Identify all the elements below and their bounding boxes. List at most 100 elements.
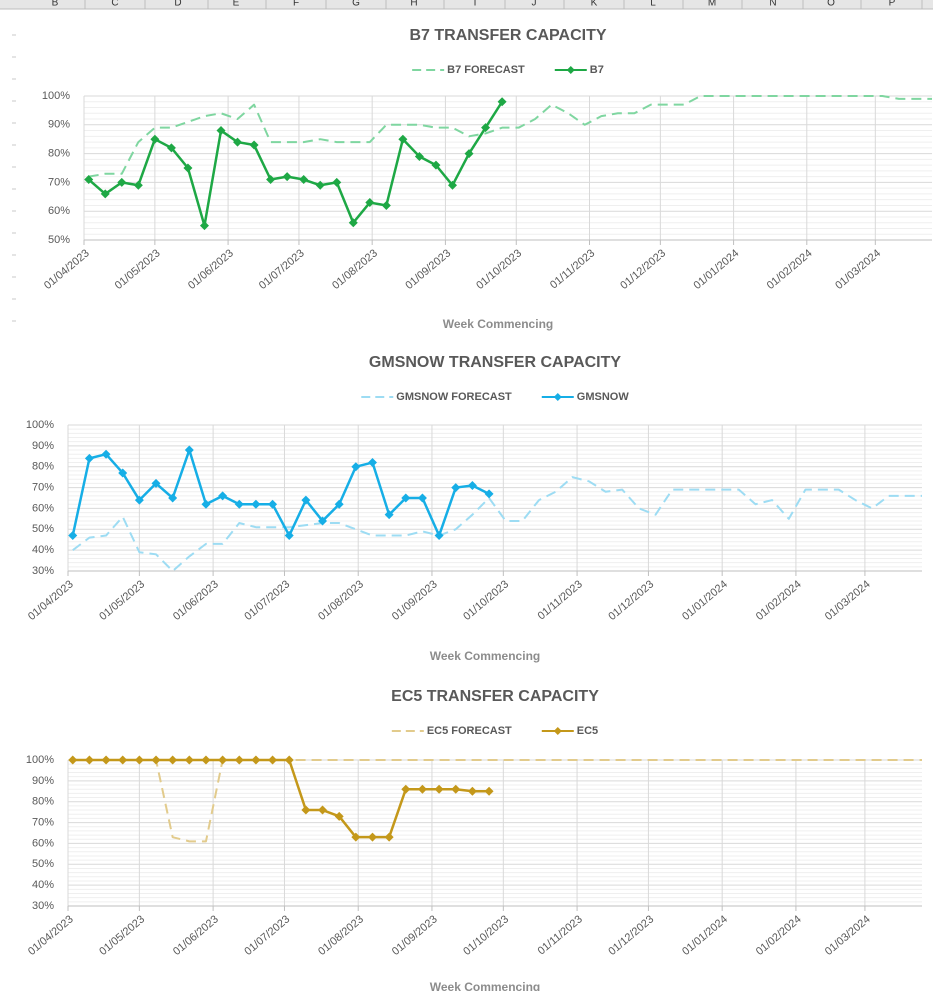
y-tick-label: 100% (26, 754, 54, 766)
column-letter: K (591, 0, 598, 9)
y-tick-label: 70% (48, 176, 70, 188)
chart-title: EC5 TRANSFER CAPACITY (391, 688, 599, 705)
x-tick-label: 01/01/2024 (680, 913, 730, 958)
y-tick-label: 30% (32, 900, 54, 912)
data-point (447, 180, 457, 190)
series-line (88, 95, 932, 178)
column-header-bar (0, 0, 933, 9)
data-point (133, 180, 143, 190)
x-tick-label: 01/03/2024 (823, 578, 873, 623)
data-point (234, 755, 244, 765)
legend-label: EC5 (577, 725, 598, 737)
data-point (284, 755, 294, 765)
data-point (301, 805, 311, 815)
x-tick-label: 01/08/2023 (316, 913, 366, 958)
x-axis-title: Week Commencing (443, 317, 553, 331)
y-tick-label: 80% (32, 461, 54, 473)
x-tick-label: 01/07/2023 (257, 247, 307, 292)
x-tick-label: 01/09/2023 (390, 578, 440, 623)
data-point (68, 755, 78, 765)
column-letter: O (827, 0, 835, 9)
data-point (218, 491, 228, 501)
data-point (84, 755, 94, 765)
legend-label: B7 FORECAST (447, 64, 525, 76)
data-point (431, 160, 441, 170)
data-point (384, 510, 394, 520)
data-point (301, 495, 311, 505)
data-point (118, 468, 128, 478)
y-tick-label: 90% (48, 119, 70, 131)
legend-marker (553, 393, 562, 401)
x-tick-label: 01/04/2023 (26, 913, 76, 958)
data-point (334, 811, 344, 821)
data-point (168, 755, 178, 765)
data-point (84, 453, 94, 463)
data-point (484, 489, 494, 499)
data-point (233, 137, 243, 147)
y-tick-label: 60% (32, 837, 54, 849)
legend-marker (566, 66, 575, 74)
x-tick-label: 01/11/2023 (548, 247, 597, 291)
data-point (117, 177, 127, 187)
x-tick-label: 01/03/2024 (823, 913, 873, 958)
data-point (417, 784, 427, 794)
legend-label: GMSNOW (577, 391, 630, 403)
data-point (401, 784, 411, 794)
data-point (151, 478, 161, 488)
x-tick-label: 01/10/2023 (461, 913, 511, 958)
x-tick-label: 01/05/2023 (97, 578, 147, 623)
data-point (184, 755, 194, 765)
data-point (367, 458, 377, 468)
data-point (268, 499, 278, 509)
data-point (381, 200, 391, 210)
x-tick-label: 01/12/2023 (606, 578, 656, 623)
column-letter: F (293, 0, 299, 9)
data-point (284, 531, 294, 541)
chart-title: B7 TRANSFER CAPACITY (409, 27, 606, 44)
y-tick-label: 40% (32, 879, 54, 891)
data-point (251, 755, 261, 765)
data-point (84, 175, 94, 185)
series-line (72, 476, 922, 572)
x-tick-label: 01/09/2023 (403, 247, 453, 292)
data-point (434, 531, 444, 541)
data-point (467, 480, 477, 490)
data-point (351, 832, 361, 842)
data-point (451, 483, 461, 493)
data-point (299, 175, 309, 185)
data-point (218, 755, 228, 765)
y-tick-label: 40% (32, 544, 54, 556)
data-point (166, 143, 176, 153)
x-tick-label: 01/01/2024 (680, 578, 730, 623)
data-point (484, 786, 494, 796)
column-letter: H (410, 0, 417, 9)
y-tick-label: 50% (48, 234, 70, 246)
column-letter: E (233, 0, 240, 9)
x-tick-label: 01/12/2023 (618, 247, 668, 292)
x-tick-label: 01/06/2023 (171, 578, 221, 623)
data-point (251, 499, 261, 509)
data-point (332, 177, 342, 187)
y-tick-label: 30% (32, 565, 54, 577)
data-point (216, 126, 226, 136)
x-tick-label: 01/12/2023 (606, 913, 656, 958)
data-point (318, 805, 328, 815)
data-point (497, 97, 507, 107)
x-tick-label: 01/11/2023 (536, 913, 585, 957)
data-point (68, 531, 78, 541)
data-point (384, 832, 394, 842)
column-letter: L (650, 0, 656, 9)
x-tick-label: 01/10/2023 (474, 247, 524, 292)
chart-title: GMSNOW TRANSFER CAPACITY (369, 354, 621, 371)
data-point (249, 140, 259, 150)
y-tick-label: 90% (32, 775, 54, 787)
data-point (315, 180, 325, 190)
legend-label: GMSNOW FORECAST (396, 391, 512, 403)
x-axis-title: Week Commencing (430, 649, 540, 663)
x-axis-title: Week Commencing (430, 980, 540, 991)
legend-label: EC5 FORECAST (427, 725, 512, 737)
y-tick-label: 50% (32, 523, 54, 535)
column-letter: P (889, 0, 896, 9)
column-letter: M (708, 0, 716, 9)
